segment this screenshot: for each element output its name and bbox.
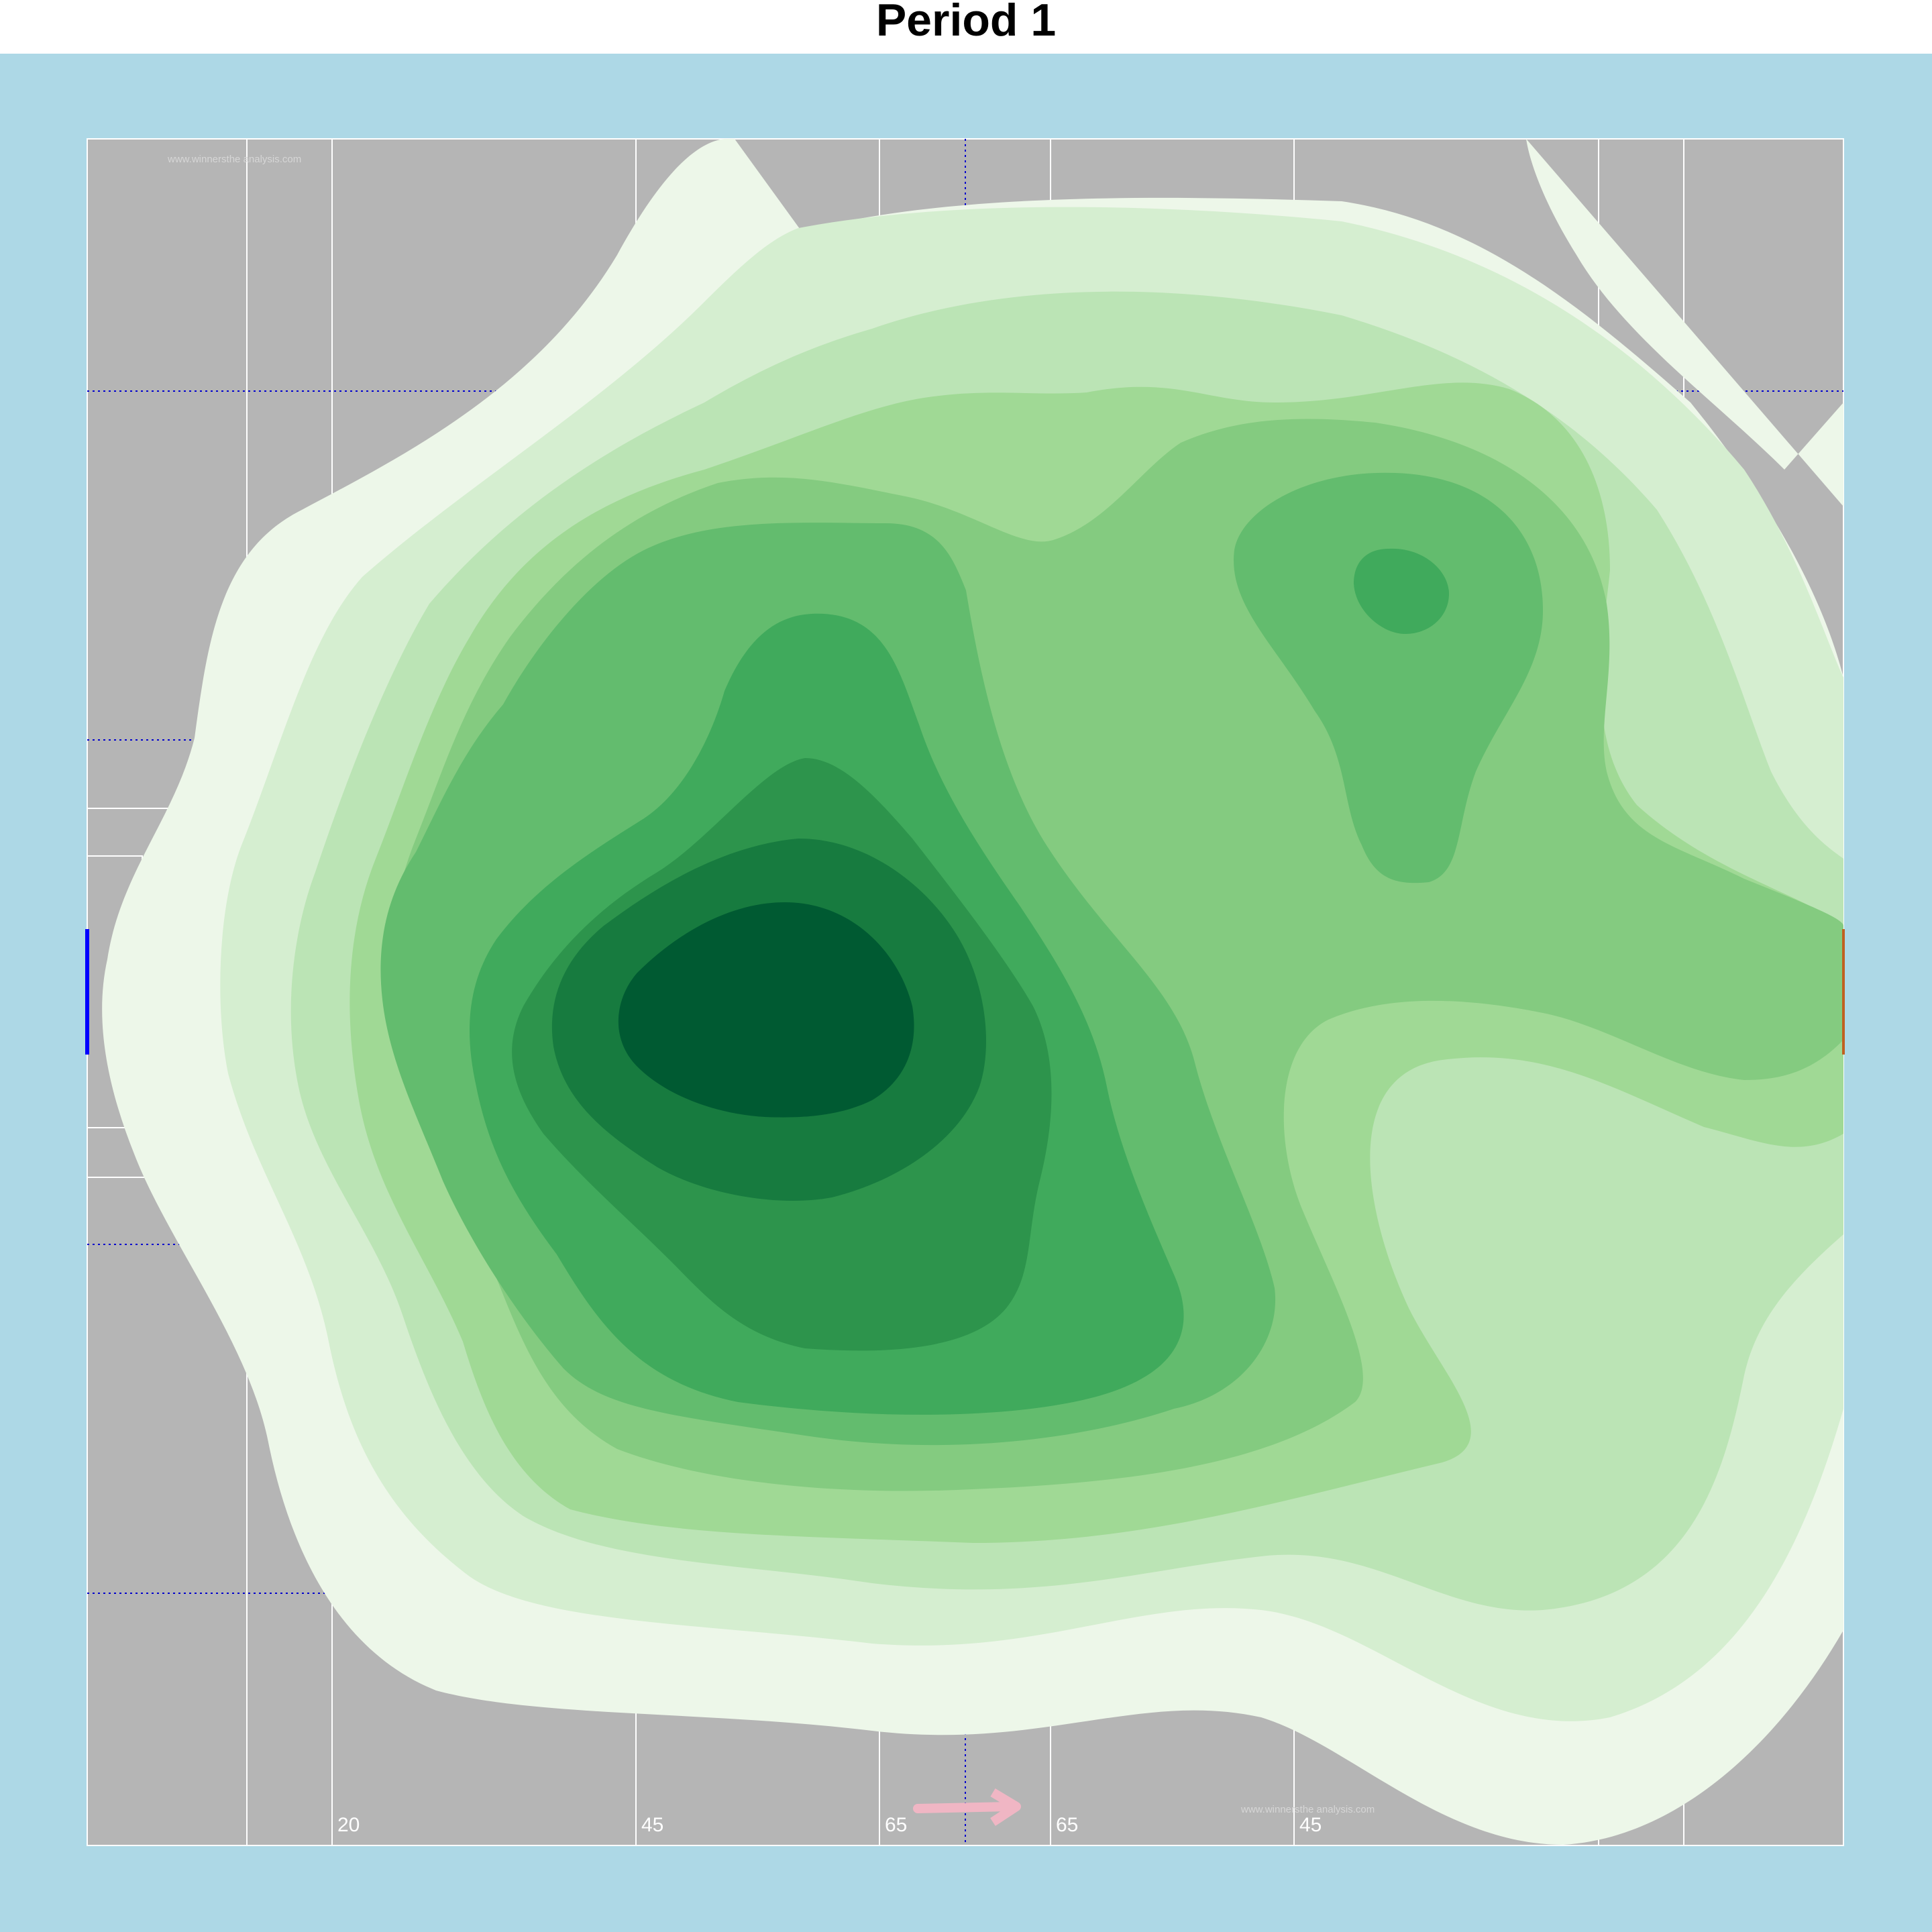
x-tick-label: 65 [885, 1814, 907, 1836]
watermark: www.winnersthe analysis.com [167, 154, 301, 165]
x-tick-label: 65 [1056, 1814, 1078, 1836]
contour-level-1-corner [1526, 139, 1843, 506]
title-bar [0, 0, 1932, 54]
chart-title: Period 1 [875, 0, 1057, 46]
watermark: www.winnersthe analysis.com [1240, 1804, 1375, 1815]
x-tick-label: 20 [337, 1814, 360, 1836]
contour-level-6-peak [1234, 472, 1543, 883]
attack-direction-arrow [913, 1788, 1021, 1826]
x-tick-label: 45 [1299, 1814, 1322, 1836]
x-tick-label: 45 [641, 1814, 663, 1836]
density-contours [102, 139, 1843, 1845]
contour-level-7-peak [1354, 548, 1449, 634]
contour-level-10 [618, 902, 914, 1118]
